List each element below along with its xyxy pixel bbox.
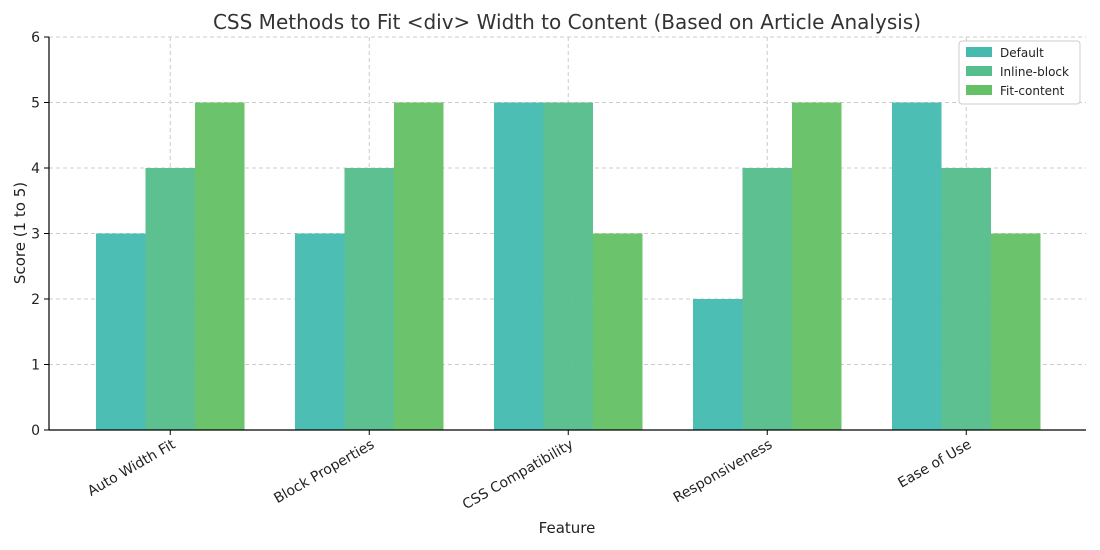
legend: Default Inline-block Fit-content bbox=[958, 40, 1081, 105]
bar-inline-block-css-compatibility bbox=[543, 102, 593, 430]
bars-layer bbox=[96, 102, 1041, 430]
y-tick-label: 0 bbox=[31, 423, 40, 439]
bar-inline-block-block-properties bbox=[344, 168, 394, 430]
x-tick-label: Block Properties bbox=[271, 437, 377, 507]
legend-label: Fit-content bbox=[1000, 84, 1065, 98]
bar-default-css-compatibility bbox=[494, 102, 544, 430]
bar-default-responsiveness bbox=[693, 299, 743, 430]
x-tick-label: Responsiveness bbox=[671, 437, 776, 507]
legend-label: Inline-block bbox=[1000, 65, 1069, 79]
bar-default-block-properties bbox=[295, 233, 345, 430]
legend-items: Default Inline-block Fit-content bbox=[966, 46, 1069, 98]
legend-swatch bbox=[966, 66, 992, 76]
bar-fit-content-block-properties bbox=[394, 102, 444, 430]
bar-fit-content-auto-width-fit bbox=[195, 102, 245, 430]
x-tick-label: CSS Compatibility bbox=[460, 437, 576, 513]
chart-title: CSS Methods to Fit <div> Width to Conten… bbox=[213, 10, 921, 34]
bar-default-auto-width-fit bbox=[96, 233, 146, 430]
x-tick-label: Auto Width Fit bbox=[85, 436, 179, 499]
bar-inline-block-ease-of-use bbox=[941, 168, 991, 430]
bar-fit-content-css-compatibility bbox=[593, 233, 643, 430]
bar-inline-block-auto-width-fit bbox=[145, 168, 195, 430]
y-tick-label: 1 bbox=[31, 358, 40, 374]
y-axis-title: Score (1 to 5) bbox=[11, 182, 29, 284]
bar-default-ease-of-use bbox=[892, 102, 942, 430]
legend-swatch bbox=[966, 85, 992, 95]
bar-fit-content-responsiveness bbox=[792, 102, 842, 430]
x-tick-label: Ease of Use bbox=[895, 437, 974, 492]
y-ticks: 0 1 2 3 4 5 6 bbox=[31, 30, 49, 439]
y-tick-label: 2 bbox=[31, 292, 40, 308]
bar-fit-content-ease-of-use bbox=[991, 233, 1041, 430]
x-ticks: Auto Width Fit Block Properties CSS Compat… bbox=[85, 430, 974, 513]
y-tick-label: 4 bbox=[31, 161, 40, 177]
y-tick-label: 5 bbox=[31, 96, 40, 112]
x-axis-title: Feature bbox=[539, 519, 596, 537]
legend-swatch bbox=[966, 47, 992, 57]
legend-label: Default bbox=[1000, 46, 1044, 60]
bar-inline-block-responsiveness bbox=[742, 168, 792, 430]
y-tick-label: 3 bbox=[31, 227, 40, 243]
y-tick-label: 6 bbox=[31, 30, 40, 46]
